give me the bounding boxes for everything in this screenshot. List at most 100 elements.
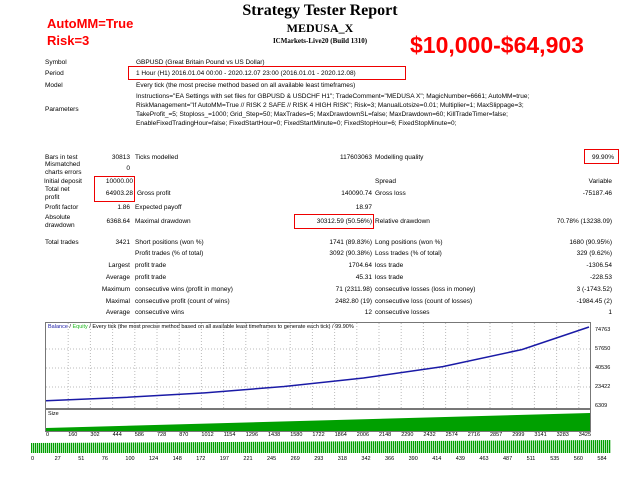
bottom-x-tick-label: 269 bbox=[290, 456, 300, 462]
bottom-x-tick-label: 463 bbox=[479, 456, 489, 462]
bottom-bar bbox=[601, 440, 603, 453]
bottom-bar bbox=[285, 441, 287, 453]
x-tick-label: 1580 bbox=[290, 432, 303, 438]
bottom-bar bbox=[61, 442, 63, 453]
bottom-bar bbox=[527, 440, 529, 453]
bottom-bar bbox=[107, 442, 109, 453]
params-line: RiskManagement="If AutoMM=True // RISK 2… bbox=[136, 102, 524, 109]
bottom-bar bbox=[117, 442, 119, 453]
bottom-bar bbox=[165, 442, 167, 453]
bottom-bar bbox=[323, 441, 325, 453]
automm-note: AutoMM=True bbox=[47, 16, 134, 31]
x-tick-label: 2716 bbox=[467, 432, 481, 438]
row-label: profit trade bbox=[135, 274, 167, 281]
bottom-bar bbox=[193, 442, 195, 453]
x-tick-label: 586 bbox=[134, 432, 144, 438]
range-note: $10,000-$64,903 bbox=[410, 32, 584, 58]
bottom-bar bbox=[353, 441, 355, 453]
bottom-bar bbox=[351, 441, 353, 453]
bottom-bar bbox=[593, 440, 595, 453]
row-prefix: Average bbox=[105, 274, 130, 281]
bottom-bar bbox=[63, 442, 65, 453]
bars-value: 30813 bbox=[111, 154, 130, 161]
bottom-bar bbox=[605, 440, 607, 453]
row-label: consecutive profit (count of wins) bbox=[135, 298, 230, 305]
bottom-bar bbox=[271, 441, 273, 453]
row-label2: Loss trades (% of total) bbox=[375, 250, 442, 257]
bottom-bar bbox=[405, 441, 407, 453]
bottom-bar bbox=[129, 442, 131, 453]
bottom-bar bbox=[535, 440, 537, 453]
bottom-bar bbox=[427, 440, 429, 453]
bottom-bar bbox=[191, 442, 193, 453]
bottom-bar bbox=[437, 440, 439, 453]
bottom-bar bbox=[101, 442, 103, 453]
bottom-x-tick-label: 245 bbox=[267, 456, 277, 462]
bottom-x-tick-label: 172 bbox=[196, 456, 206, 462]
bottom-bar bbox=[147, 442, 149, 453]
deposit-profit-highlight bbox=[94, 176, 135, 202]
balance-chart: Balance / Equity / Every tick (the most … bbox=[45, 322, 591, 409]
row-value: 12 bbox=[364, 309, 372, 316]
bottom-bar bbox=[261, 441, 263, 453]
bottom-bar bbox=[385, 441, 387, 453]
bottom-bar bbox=[585, 440, 587, 453]
bottom-bar bbox=[409, 441, 411, 453]
bottom-bar bbox=[143, 442, 145, 453]
bottom-bar bbox=[81, 442, 83, 453]
bottom-bar bbox=[123, 442, 125, 453]
bottom-bar bbox=[253, 441, 255, 453]
bottom-bar bbox=[151, 442, 153, 453]
y-tick-label: 74763 bbox=[595, 327, 611, 333]
bottom-bar bbox=[393, 441, 395, 453]
bottom-bar bbox=[539, 440, 541, 453]
bottom-bar bbox=[407, 441, 409, 453]
bottom-bar bbox=[43, 442, 45, 453]
bottom-bar bbox=[413, 441, 415, 453]
x-tick-label: 2999 bbox=[512, 432, 525, 438]
bottom-bar bbox=[381, 441, 383, 453]
bottom-bar bbox=[525, 440, 527, 453]
bottom-bar bbox=[447, 440, 449, 453]
bottom-bar bbox=[303, 441, 305, 453]
short-value: 1741 (89.83%) bbox=[329, 239, 372, 246]
balance-plot bbox=[46, 323, 590, 408]
bottom-bar bbox=[251, 441, 253, 453]
row-label2: consecutive losses bbox=[375, 309, 430, 316]
bottom-bar bbox=[517, 440, 519, 453]
bottom-bar bbox=[445, 440, 447, 453]
row-value2: 329 (9.62%) bbox=[576, 250, 612, 257]
bottom-bar bbox=[217, 442, 219, 453]
bottom-bar bbox=[403, 441, 405, 453]
long-label: Long positions (won %) bbox=[375, 239, 443, 246]
period-highlight bbox=[128, 66, 406, 80]
mismatch-value: 0 bbox=[126, 165, 130, 172]
payoff-label: Expected payoff bbox=[135, 204, 182, 211]
x-tick-label: 1864 bbox=[334, 432, 347, 438]
bottom-bar bbox=[127, 442, 129, 453]
bottom-bar bbox=[321, 441, 323, 453]
x-tick-label: 3283 bbox=[556, 432, 569, 438]
bottom-bar bbox=[549, 440, 551, 453]
bottom-bar bbox=[83, 442, 85, 453]
bottom-bar bbox=[69, 442, 71, 453]
bottom-bar bbox=[523, 440, 525, 453]
bottom-bar bbox=[263, 441, 265, 453]
bottom-x-tick-label: 148 bbox=[172, 456, 182, 462]
bottom-bar bbox=[325, 441, 327, 453]
bottom-bar bbox=[571, 440, 573, 453]
y-tick-label: 57650 bbox=[595, 346, 611, 352]
bottom-bar bbox=[73, 442, 75, 453]
bottom-x-tick-label: 511 bbox=[526, 456, 536, 462]
bottom-bar bbox=[31, 443, 33, 453]
ticks-value: 117603063 bbox=[339, 154, 372, 161]
params-label: Parameters bbox=[45, 106, 79, 113]
bottom-bar bbox=[327, 441, 329, 453]
bottom-bar bbox=[75, 442, 77, 453]
bottom-bar-strip bbox=[31, 440, 611, 453]
bottom-bar bbox=[231, 441, 233, 453]
bottom-bar bbox=[503, 440, 505, 453]
bottom-bar bbox=[367, 441, 369, 453]
bottom-bar bbox=[565, 440, 567, 453]
bottom-bar bbox=[47, 442, 49, 453]
